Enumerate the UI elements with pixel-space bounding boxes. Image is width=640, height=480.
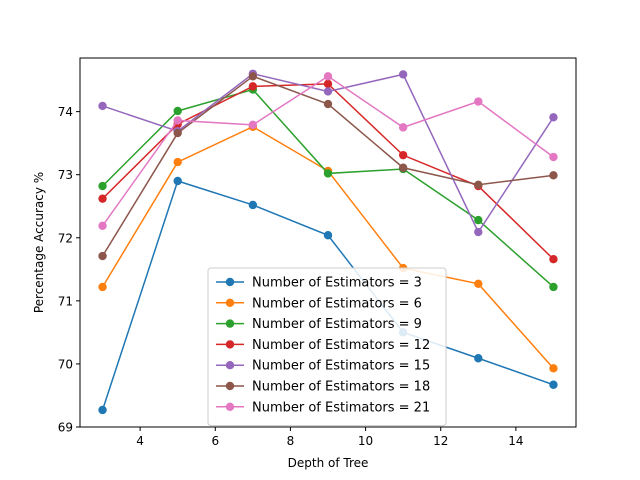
plot-frame bbox=[79, 57, 577, 428]
legend-entry-label: Number of Estimators = 15 bbox=[252, 359, 430, 374]
legend-entry-label: Number of Estimators = 12 bbox=[252, 338, 430, 353]
legend-entry-label: Number of Estimators = 21 bbox=[252, 400, 430, 415]
data-point bbox=[549, 282, 558, 292]
legend-swatch-marker bbox=[225, 298, 235, 307]
x-axis: 4 6 8 10 12 14 bbox=[136, 427, 524, 448]
data-point bbox=[173, 106, 182, 116]
y-axis: 69 70 71 72 73 74 bbox=[58, 105, 80, 435]
x-tick-label: 12 bbox=[433, 434, 448, 448]
legend-swatch-marker bbox=[225, 277, 235, 287]
data-point bbox=[173, 128, 182, 138]
x-axis-title: Depth of Tree bbox=[288, 456, 369, 470]
legend-entry-label: Number of Estimators = 18 bbox=[252, 380, 430, 395]
y-tick-label: 69 bbox=[58, 421, 73, 435]
data-point bbox=[398, 163, 408, 172]
x-tick-label: 4 bbox=[136, 434, 144, 448]
data-point bbox=[323, 72, 333, 81]
data-point bbox=[248, 200, 258, 210]
data-point bbox=[248, 72, 258, 81]
data-point bbox=[398, 70, 408, 79]
data-point bbox=[398, 123, 408, 132]
data-point bbox=[549, 364, 558, 373]
legend-swatch-marker bbox=[225, 402, 235, 411]
data-point bbox=[173, 176, 182, 186]
y-axis-title: Percentage Accuracy % bbox=[32, 172, 46, 313]
data-point bbox=[549, 152, 558, 162]
data-point bbox=[474, 354, 483, 363]
legend-entry-label: Number of Estimators = 9 bbox=[252, 317, 422, 332]
data-point bbox=[98, 282, 107, 292]
data-point bbox=[398, 150, 408, 160]
data-point bbox=[474, 227, 483, 237]
data-point bbox=[549, 255, 558, 264]
legend-box bbox=[207, 267, 447, 427]
data-point bbox=[474, 279, 483, 289]
data-point bbox=[323, 99, 333, 109]
y-tick-label: 71 bbox=[58, 294, 73, 308]
data-point bbox=[98, 181, 107, 191]
data-point bbox=[98, 101, 107, 111]
y-tick-label: 73 bbox=[58, 168, 73, 182]
data-point bbox=[98, 194, 107, 203]
x-tick-label: 14 bbox=[508, 434, 523, 448]
x-tick-label: 6 bbox=[211, 434, 219, 448]
data-point bbox=[98, 221, 107, 230]
data-point bbox=[474, 97, 483, 106]
x-tick-label: 10 bbox=[358, 434, 373, 448]
data-point bbox=[173, 157, 182, 167]
data-point bbox=[248, 120, 258, 130]
x-tick-label: 8 bbox=[287, 434, 295, 448]
y-tick-label: 70 bbox=[58, 357, 73, 371]
legend-entry-label: Number of Estimators = 3 bbox=[252, 276, 422, 291]
data-point bbox=[549, 113, 558, 122]
data-point bbox=[474, 180, 483, 189]
data-point bbox=[173, 116, 182, 125]
legend-entry-label: Number of Estimators = 6 bbox=[252, 296, 422, 311]
data-point bbox=[98, 251, 107, 261]
legend: Number of Estimators = 3 Number of Estima… bbox=[207, 267, 447, 427]
data-point bbox=[98, 405, 107, 415]
y-tick-label: 72 bbox=[58, 231, 73, 245]
y-tick-label: 74 bbox=[58, 105, 73, 119]
legend-swatch-marker bbox=[225, 319, 235, 328]
data-point bbox=[323, 79, 333, 89]
legend-swatch-marker bbox=[225, 381, 235, 391]
data-point bbox=[549, 380, 558, 389]
data-point bbox=[323, 231, 333, 240]
data-point bbox=[323, 169, 333, 178]
plot-marks bbox=[98, 69, 558, 415]
legend-swatch-marker bbox=[225, 361, 235, 370]
data-point bbox=[323, 87, 333, 96]
data-point bbox=[549, 171, 558, 180]
legend-swatch-marker bbox=[225, 340, 235, 349]
data-point bbox=[474, 215, 483, 225]
data-point bbox=[248, 82, 258, 91]
